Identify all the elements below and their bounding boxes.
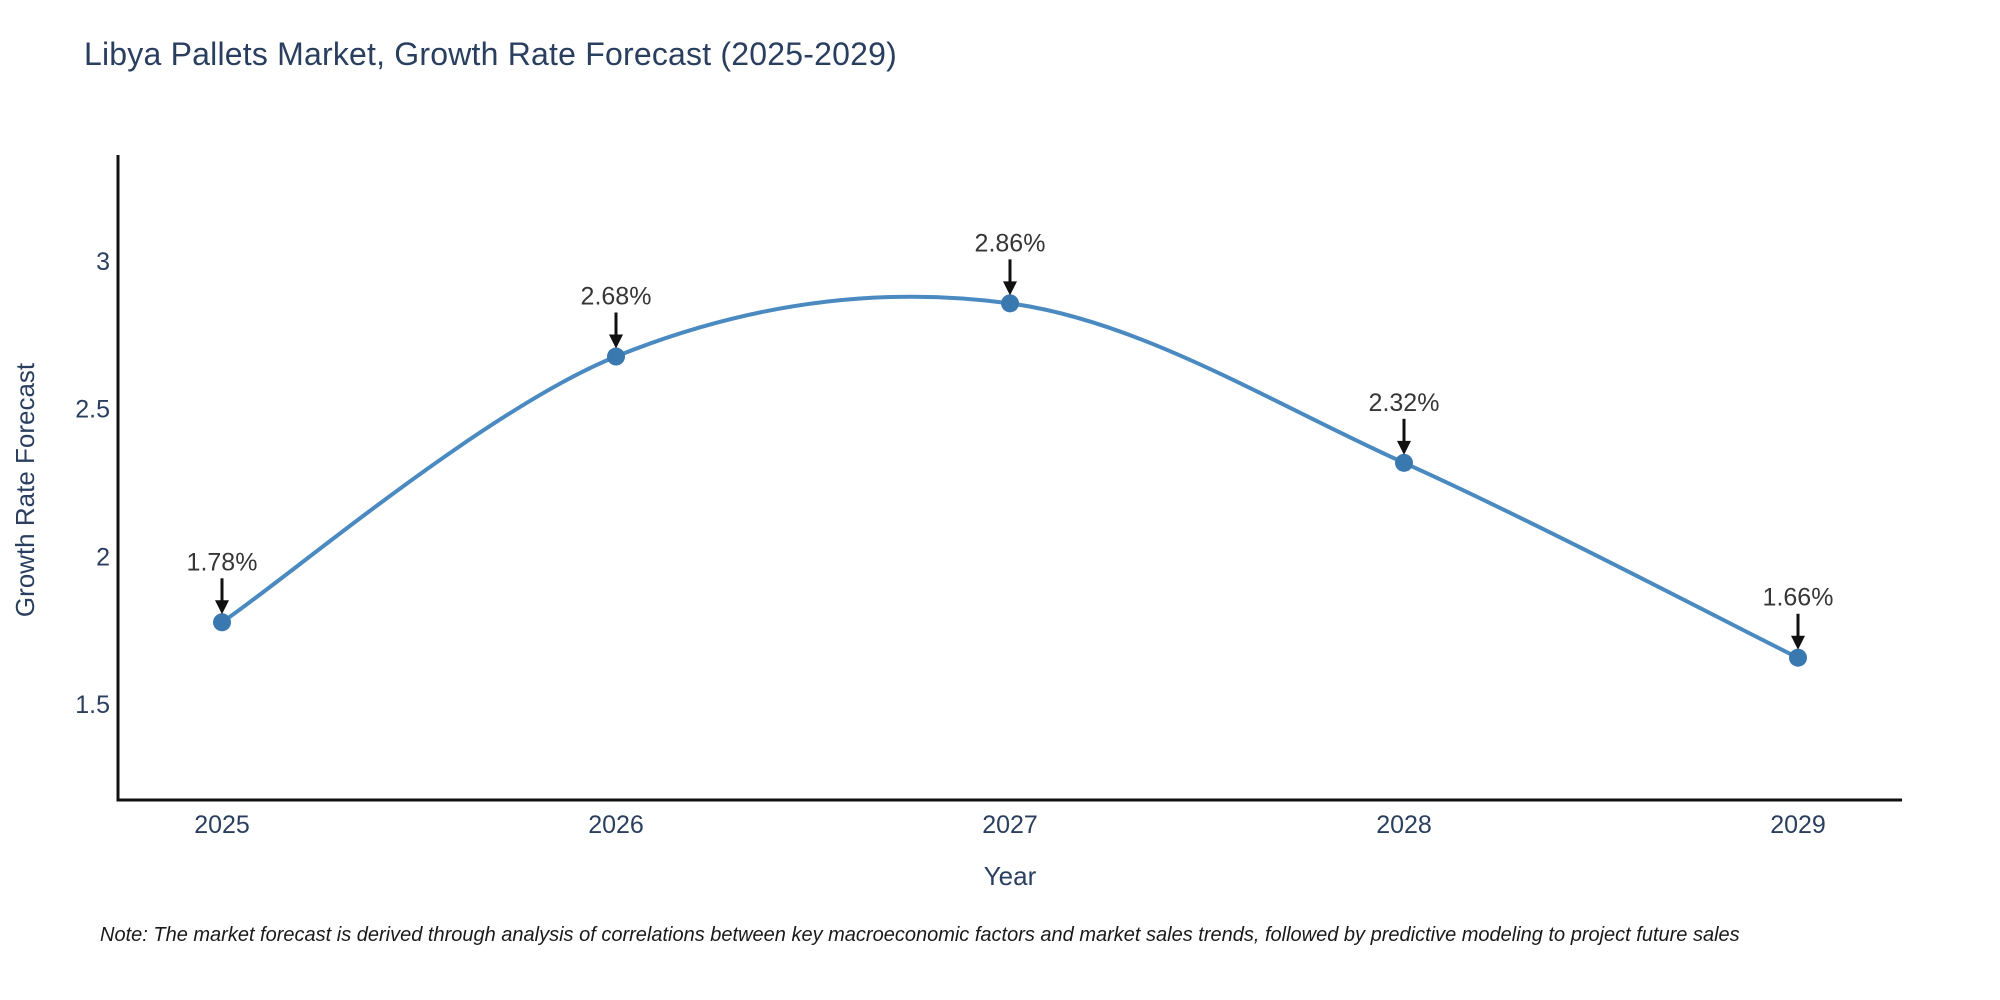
point-annotation: 2.86% (975, 229, 1046, 257)
note-text: Note: The market forecast is derived thr… (100, 924, 1740, 946)
y-tick-label: 1.5 (75, 691, 110, 719)
x-tick-label: 2025 (194, 811, 250, 839)
data-point[interactable] (1789, 648, 1807, 667)
annotation-arrowhead (1003, 281, 1017, 296)
annotations-group: 1.78% 2.68% 2.86% 2.32% 1.66% (187, 229, 1834, 650)
data-point[interactable] (213, 613, 231, 632)
x-tick-label: 2029 (1770, 811, 1826, 839)
point-annotation: 2.32% (1369, 389, 1440, 417)
series-group (213, 294, 1807, 667)
point-annotation: 2.68% (581, 283, 652, 311)
annotation-arrowhead (215, 600, 229, 615)
x-tick-label: 2027 (982, 811, 1038, 839)
point-annotation: 1.66% (1763, 584, 1834, 612)
annotation-arrowhead (1397, 440, 1411, 455)
annotation-arrowhead (1791, 635, 1805, 650)
y-tick-label: 2.5 (75, 396, 110, 424)
x-tick-label: 2026 (588, 811, 644, 839)
x-axis-title: Year (984, 861, 1037, 891)
chart-title: Libya Pallets Market, Growth Rate Foreca… (84, 36, 897, 72)
point-annotation: 1.78% (187, 548, 258, 576)
data-point[interactable] (1001, 294, 1019, 313)
y-tick-label: 3 (96, 248, 110, 276)
data-point[interactable] (1395, 453, 1413, 472)
series-line[interactable] (220, 294, 1800, 660)
y-tick-label: 2 (96, 543, 110, 571)
data-point[interactable] (607, 347, 625, 366)
axis-ticks: 1.5 2 2.5 3 2025 2026 2027 2028 2029 (75, 248, 1826, 839)
x-tick-label: 2028 (1376, 811, 1432, 839)
annotation-arrowhead (609, 334, 623, 349)
y-axis-title: Growth Rate Forecast (10, 362, 40, 617)
